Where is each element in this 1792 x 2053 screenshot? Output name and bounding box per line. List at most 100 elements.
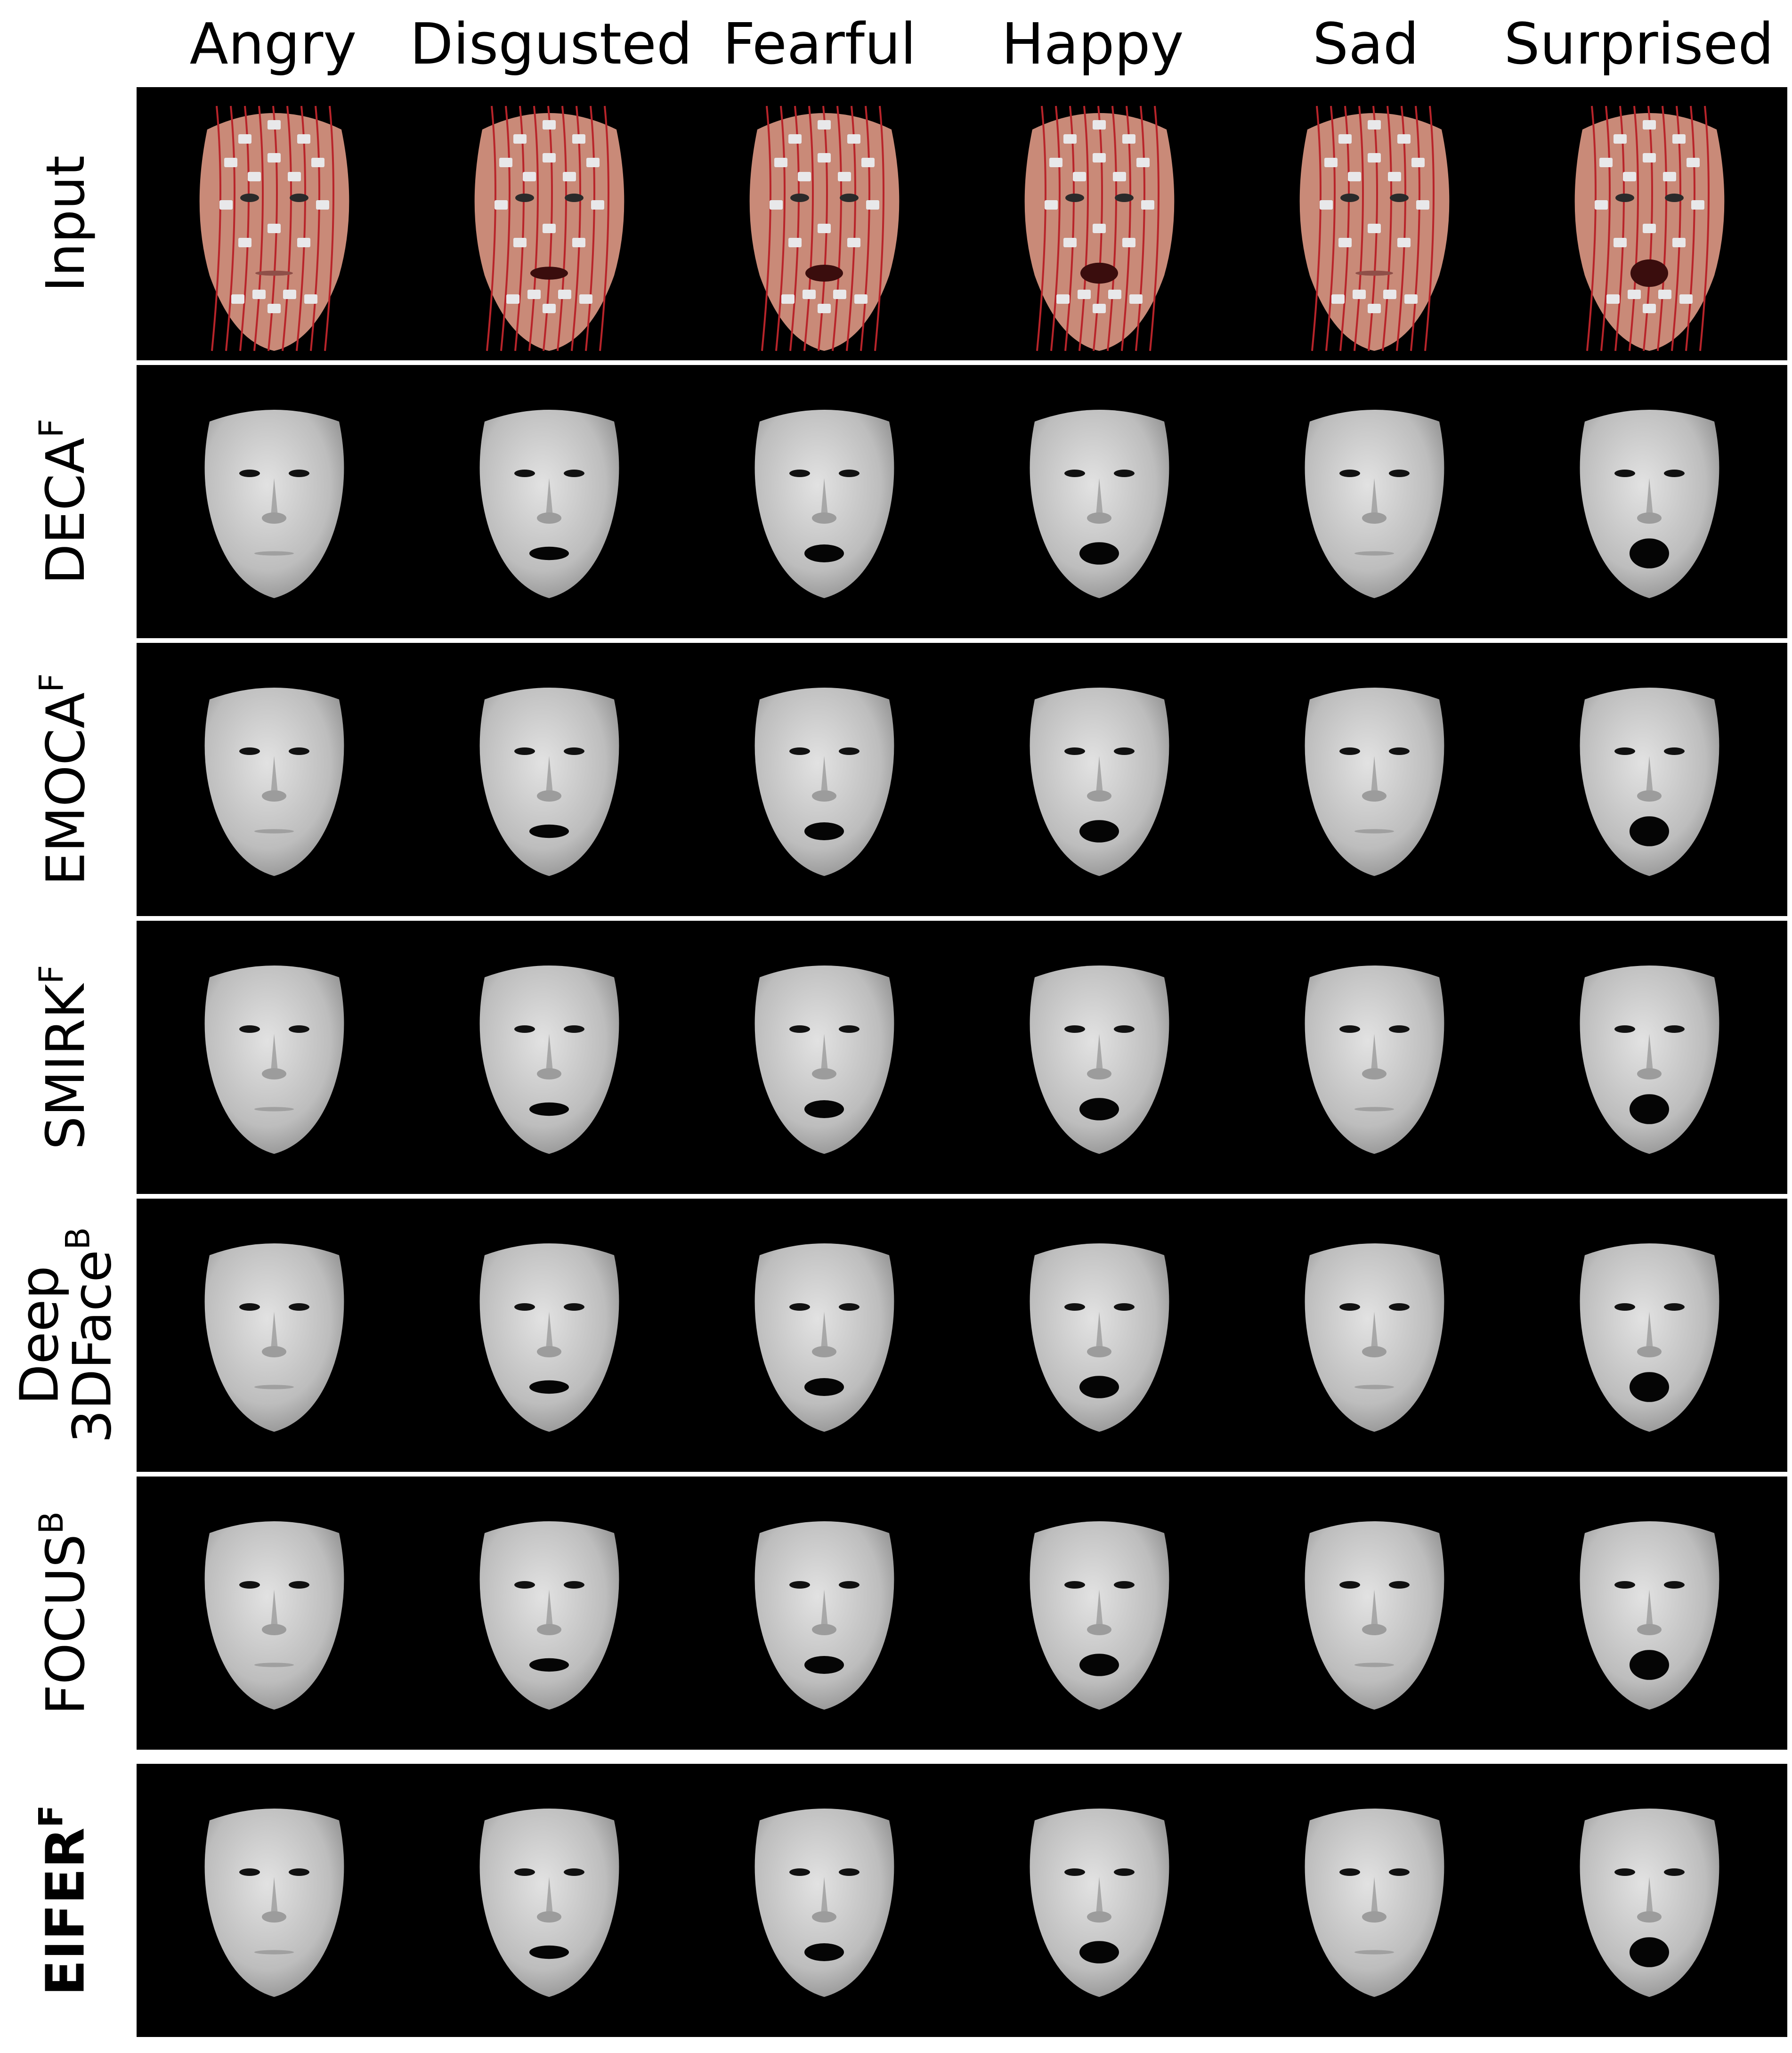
cell-input-fearful (687, 87, 962, 360)
reconstruction-disgusted (479, 1521, 619, 1710)
input-photo-angry (199, 105, 349, 351)
reconstruction-angry (204, 1243, 344, 1432)
result-strip-input (137, 87, 1787, 360)
reconstruction-surprised (1580, 1521, 1719, 1710)
reconstruction-happy (1030, 410, 1169, 598)
cell-deca-sad (1237, 365, 1512, 638)
cell-emoca-fearful (687, 643, 962, 916)
cell-input-surprised (1512, 87, 1787, 360)
row-label-text: SMIRK (35, 984, 97, 1150)
cell-eifer-surprised (1512, 1764, 1787, 2037)
cell-deca-fearful (687, 365, 962, 638)
row-label-text-2: 3DFace (62, 1250, 123, 1444)
reconstruction-fearful (754, 1243, 894, 1432)
row-label-text: Input (35, 155, 97, 292)
reconstruction-angry (204, 1809, 344, 1997)
cell-smirk-disgusted (412, 921, 687, 1194)
cell-focus-angry (137, 1477, 412, 1750)
column-header-surprised: Surprised (1504, 12, 1774, 77)
cell-eifer-happy (962, 1764, 1237, 2037)
result-strip-eifer (137, 1764, 1787, 2037)
cell-input-disgusted (412, 87, 687, 360)
reconstruction-disgusted (479, 1809, 619, 1997)
column-header-disgusted: Disgusted (410, 12, 693, 77)
cell-eifer-sad (1237, 1764, 1512, 2037)
input-photo-surprised (1574, 105, 1725, 351)
cell-emoca-angry (137, 643, 412, 916)
reconstruction-fearful (754, 688, 894, 876)
cell-focus-sad (1237, 1477, 1512, 1750)
cell-deep3dface-fearful (687, 1199, 962, 1472)
reconstruction-fearful (754, 1521, 894, 1710)
reconstruction-happy (1030, 1809, 1169, 1997)
row-label-superscript: F (32, 965, 71, 984)
row-label-text: FOCUS (35, 1534, 97, 1715)
row-label-text: DECA (35, 438, 97, 585)
row-label-deep3dface: Deep 3DFaceB (0, 1199, 132, 1472)
cell-focus-fearful (687, 1477, 962, 1750)
cell-deep3dface-happy (962, 1199, 1237, 1472)
reconstruction-surprised (1580, 1243, 1719, 1432)
row-label-superscript: F (32, 673, 71, 692)
row-label-text: EMOCA (35, 692, 97, 886)
result-strip-smirk (137, 921, 1787, 1194)
result-strip-deep3dface (137, 1199, 1787, 1472)
reconstruction-happy (1030, 1521, 1169, 1710)
input-photo-happy (1024, 105, 1175, 351)
cell-focus-happy (962, 1477, 1237, 1750)
cell-input-angry (137, 87, 412, 360)
cell-smirk-fearful (687, 921, 962, 1194)
row-label-emoca: EMOCAF (0, 643, 132, 916)
cell-input-sad (1237, 87, 1512, 360)
reconstruction-disgusted (479, 410, 619, 598)
reconstruction-disgusted (479, 1243, 619, 1432)
row-label-superscript: B (58, 1227, 97, 1250)
cell-smirk-sad (1237, 921, 1512, 1194)
input-photo-sad (1299, 105, 1450, 351)
cell-emoca-happy (962, 643, 1237, 916)
cell-emoca-surprised (1512, 643, 1787, 916)
row-label-input: Input (0, 87, 132, 360)
reconstruction-angry (204, 688, 344, 876)
cell-eifer-disgusted (412, 1764, 687, 2037)
result-strip-focus (137, 1477, 1787, 1750)
row-label-focus: FOCUSB (0, 1477, 132, 1750)
reconstruction-surprised (1580, 1809, 1719, 1997)
reconstruction-happy (1030, 1243, 1169, 1432)
result-strip-emoca (137, 643, 1787, 916)
row-label-superscript: F (32, 418, 71, 438)
row-label-smirk: SMIRKF (0, 921, 132, 1194)
row-label-text: Deep (9, 1266, 71, 1405)
reconstruction-fearful (754, 410, 894, 598)
row-label-text: EIFER (35, 1827, 97, 1996)
cell-smirk-happy (962, 921, 1237, 1194)
cell-deca-angry (137, 365, 412, 638)
reconstruction-happy (1030, 688, 1169, 876)
cell-focus-surprised (1512, 1477, 1787, 1750)
cell-input-happy (962, 87, 1237, 360)
reconstruction-surprised (1580, 966, 1719, 1154)
cell-smirk-angry (137, 921, 412, 1194)
input-photo-fearful (749, 105, 900, 351)
cell-deca-happy (962, 365, 1237, 638)
cell-emoca-sad (1237, 643, 1512, 916)
cell-deep3dface-surprised (1512, 1199, 1787, 1472)
row-label-superscript: B (32, 1511, 71, 1534)
input-photo-disgusted (474, 105, 624, 351)
reconstruction-sad (1305, 688, 1444, 876)
reconstruction-surprised (1580, 688, 1719, 876)
reconstruction-sad (1305, 966, 1444, 1154)
column-header-fearful: Fearful (722, 12, 916, 77)
column-header-angry: Angry (189, 12, 357, 77)
reconstruction-angry (204, 966, 344, 1154)
reconstruction-sad (1305, 1243, 1444, 1432)
reconstruction-surprised (1580, 410, 1719, 598)
cell-deep3dface-sad (1237, 1199, 1512, 1472)
reconstruction-disgusted (479, 688, 619, 876)
cell-eifer-angry (137, 1764, 412, 2037)
row-label-eifer: EIFERF (0, 1764, 132, 2037)
reconstruction-fearful (754, 1809, 894, 1997)
reconstruction-sad (1305, 410, 1444, 598)
result-strip-deca (137, 365, 1787, 638)
column-header-happy: Happy (1001, 12, 1184, 77)
